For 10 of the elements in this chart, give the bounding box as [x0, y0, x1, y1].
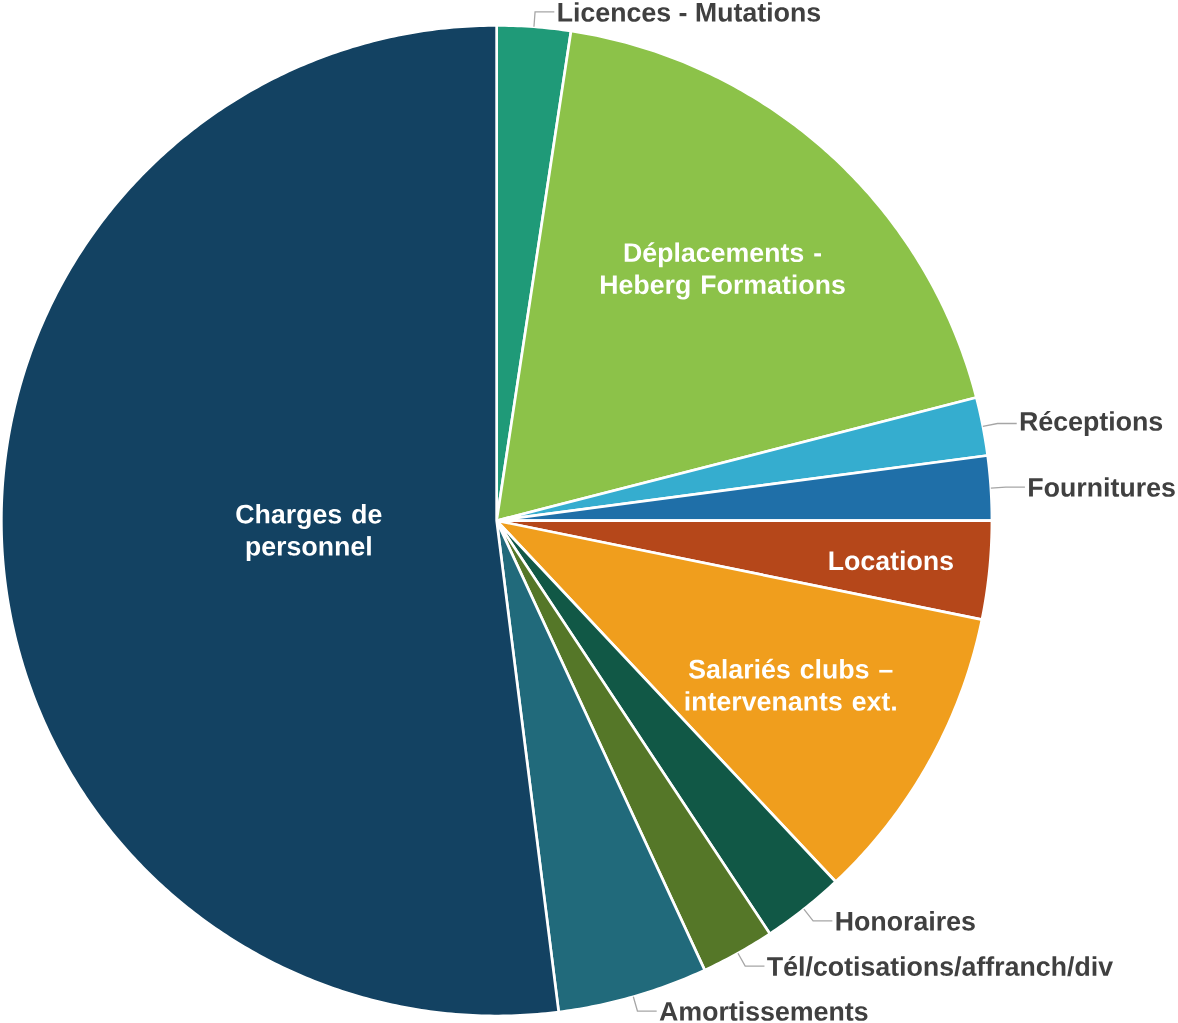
slice-label: Déplacements - Heberg Formations [600, 242, 845, 300]
slice-label: Réceptions [1020, 410, 1163, 437]
slice-label: Charges de personnel [236, 504, 382, 562]
slice-label: Fournitures [1029, 477, 1175, 497]
slice-label: Honoraires [836, 911, 975, 931]
slice-label: Salariés clubs – intervenants ext. [685, 658, 896, 711]
slice-label: Tél/cotisations/affranch/div [767, 956, 1113, 977]
slice-label: Licences - Mutations [558, 2, 821, 22]
slice-label: Locations [829, 550, 953, 571]
slice-label: Amortissements [659, 1001, 868, 1021]
